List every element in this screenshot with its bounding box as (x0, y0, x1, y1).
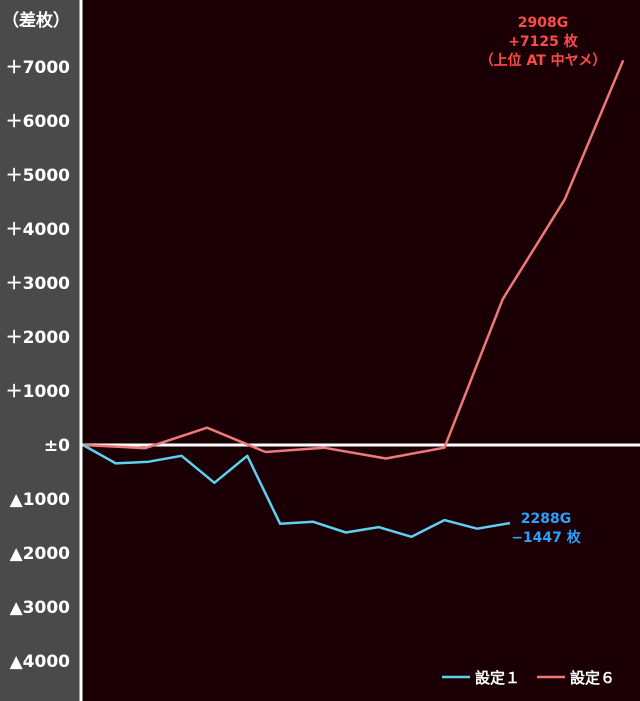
y-tick-label: ＋7000 (6, 58, 70, 78)
y-tick-label: ＋6000 (6, 112, 70, 132)
series-lines (82, 59, 625, 539)
y-tick-label: ＋1000 (6, 382, 70, 402)
annotations: 2908G +7125 枚 （上位 AT 中ヤメ） 2288G −1447 枚 (480, 15, 607, 546)
setting-6-annotation-line: （上位 AT 中ヤメ） (480, 52, 607, 69)
y-axis-title: （差枚） (2, 10, 70, 31)
setting-1-annotation-line: −1447 枚 (511, 529, 582, 546)
series-line-setting-1 (82, 443, 511, 539)
y-tick-label: ▲3000 (10, 598, 71, 618)
legend: 設定１ 設定６ (442, 669, 615, 687)
y-tick-label: ▲1000 (10, 490, 71, 510)
setting-6-annotation-line: +7125 枚 (508, 33, 579, 50)
y-tick-label: ＋5000 (6, 166, 70, 186)
plot-area (81, 0, 640, 701)
setting-6-annotation-line: 2908G (518, 15, 568, 31)
y-tick-label: ▲2000 (10, 544, 71, 564)
legend-label: 設定６ (570, 669, 615, 687)
y-tick-label: ▲4000 (10, 652, 71, 672)
setting-1-annotation-line: 2288G (521, 511, 571, 527)
y-tick-labels: ＋7000 ＋6000 ＋5000 ＋4000 ＋3000 ＋2000 ＋1000 ±0 ▲10… (6, 58, 70, 672)
y-tick-label: ±0 (44, 436, 70, 456)
y-tick-label: ＋3000 (6, 274, 70, 294)
legend-label: 設定１ (475, 669, 520, 687)
y-tick-label: ＋2000 (6, 328, 70, 348)
series-line-setting-6 (82, 59, 625, 460)
y-tick-label: ＋4000 (6, 220, 70, 240)
